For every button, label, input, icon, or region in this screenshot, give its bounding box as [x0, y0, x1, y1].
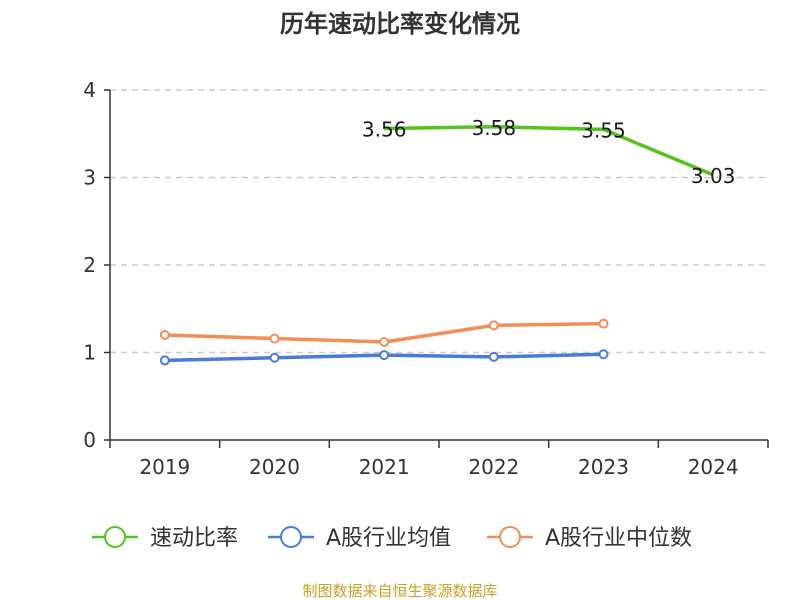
series-layer: [159, 125, 714, 366]
data-label: 3.55: [581, 118, 626, 142]
y-tick-label: 2: [83, 253, 96, 277]
data-label: 3.03: [691, 164, 736, 188]
y-tick-label: 0: [83, 428, 96, 452]
data-point: [269, 352, 280, 363]
y-tick-label: 1: [83, 341, 96, 365]
source-note: 制图数据来自恒生聚源数据库: [302, 582, 497, 600]
data-point: [598, 318, 609, 329]
x-tick-label: 2024: [688, 455, 739, 479]
data-label: 3.56: [362, 118, 407, 142]
y-tick-label: 4: [83, 78, 96, 102]
data-point: [159, 330, 170, 340]
series-line: [384, 125, 714, 177]
data-point: [488, 351, 499, 362]
data-point: [488, 320, 499, 331]
data-point: [598, 349, 609, 360]
x-tick-label: 2023: [578, 455, 629, 479]
x-tick-label: 2020: [249, 455, 300, 479]
legend-label: A股行业中位数: [545, 526, 692, 551]
legend-label: A股行业均值: [326, 526, 451, 551]
data-point: [269, 333, 280, 344]
legend-marker: [104, 526, 126, 548]
data-point: [379, 350, 390, 361]
x-tick-label: 2019: [139, 455, 190, 479]
axes: 0 1 2 3 4 2019 2020 2021 2022 2023 2024: [83, 78, 769, 479]
y-tick-label: 3: [83, 166, 96, 190]
data-labels: 3.56 3.58 3.55 3.03: [362, 116, 736, 188]
legend: 速动比率 A股行业均值 A股行业中位数: [92, 526, 692, 551]
legend-marker: [499, 526, 521, 548]
x-tick-label: 2021: [359, 455, 410, 479]
data-point: [159, 355, 170, 366]
chart-title: 历年速动比率变化情况: [280, 10, 520, 38]
legend-marker: [280, 526, 302, 548]
legend-label: 速动比率: [150, 526, 238, 551]
data-label: 3.58: [472, 116, 517, 140]
x-tick-label: 2022: [468, 455, 519, 479]
data-point: [379, 337, 390, 347]
